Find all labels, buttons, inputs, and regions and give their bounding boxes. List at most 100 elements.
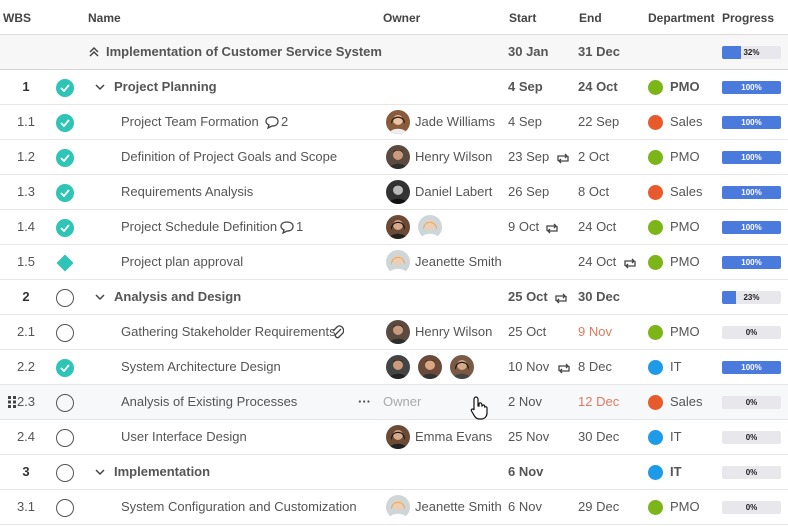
- table-row[interactable]: 2.2 System Architecture Design 10 Nov 8 …: [0, 350, 788, 385]
- status-toggle[interactable]: [56, 429, 74, 447]
- task-name[interactable]: Analysis of Existing Processes: [121, 394, 298, 409]
- status-toggle[interactable]: [56, 254, 74, 272]
- checkmark-icon[interactable]: [56, 359, 74, 377]
- table-row[interactable]: 1 Project Planning 4 Sep 24 Oct PMO 100%: [0, 70, 788, 105]
- incomplete-circle-icon[interactable]: [56, 464, 74, 482]
- dependency-icon[interactable]: [554, 292, 568, 307]
- incomplete-circle-icon[interactable]: [56, 429, 74, 447]
- owner-name[interactable]: Henry Wilson: [415, 324, 493, 339]
- dependency-icon[interactable]: [545, 222, 559, 237]
- end-date[interactable]: 9 Nov: [578, 324, 612, 339]
- start-date[interactable]: 25 Nov: [508, 429, 550, 444]
- status-toggle[interactable]: [56, 114, 74, 132]
- start-date[interactable]: 9 Oct: [508, 219, 540, 234]
- task-name[interactable]: Analysis and Design: [114, 289, 242, 304]
- table-row[interactable]: 1.3 Requirements Analysis Daniel Labert …: [0, 175, 788, 210]
- col-header-name[interactable]: Name: [88, 11, 121, 25]
- department[interactable]: Sales: [670, 394, 703, 409]
- task-name[interactable]: Project Schedule Definition: [121, 219, 278, 234]
- department[interactable]: PMO: [670, 254, 700, 269]
- table-row[interactable]: 1.2 Definition of Project Goals and Scop…: [0, 140, 788, 175]
- avatar[interactable]: [418, 355, 442, 379]
- avatar[interactable]: [386, 355, 410, 379]
- department[interactable]: PMO: [670, 149, 700, 164]
- department[interactable]: PMO: [670, 79, 700, 94]
- department[interactable]: PMO: [670, 219, 700, 234]
- collapse-all-icon[interactable]: [88, 35, 100, 72]
- col-header-wbs[interactable]: WBS: [3, 11, 31, 25]
- department[interactable]: IT: [670, 359, 682, 374]
- table-row[interactable]: 1.1 Project Team Formation 2 Jade Willia…: [0, 105, 788, 140]
- status-toggle[interactable]: [56, 79, 74, 97]
- department[interactable]: IT: [670, 429, 682, 444]
- table-row[interactable]: 3.1 System Configuration and Customizati…: [0, 490, 788, 525]
- task-name[interactable]: Project Team Formation: [121, 114, 259, 129]
- more-options-icon[interactable]: ···: [358, 394, 371, 409]
- col-header-end[interactable]: End: [579, 11, 602, 25]
- task-name[interactable]: Implementation: [114, 464, 211, 479]
- checkmark-icon[interactable]: [56, 149, 74, 167]
- task-name[interactable]: Gathering Stakeholder Requirements: [121, 324, 336, 339]
- table-row[interactable]: 1.5 Project plan approval Jeanette Smith…: [0, 245, 788, 280]
- checkmark-icon[interactable]: [56, 219, 74, 237]
- department[interactable]: Sales: [670, 114, 703, 129]
- status-toggle[interactable]: [56, 359, 74, 377]
- table-row[interactable]: 2.3 Analysis of Existing Processes ··· O…: [0, 385, 788, 420]
- avatar[interactable]: [386, 215, 410, 239]
- start-date[interactable]: 25 Oct: [508, 289, 548, 304]
- owner-name[interactable]: Emma Evans: [415, 429, 493, 444]
- checkmark-icon[interactable]: [56, 114, 74, 132]
- start-date[interactable]: 23 Sep: [508, 149, 550, 164]
- table-row[interactable]: 1.4 Project Schedule Definition 1 9 Oct …: [0, 210, 788, 245]
- start-date[interactable]: 6 Nov: [508, 464, 544, 479]
- comment-icon[interactable]: [265, 116, 279, 132]
- col-header-progress[interactable]: Progress: [722, 11, 775, 25]
- task-name[interactable]: System Architecture Design: [121, 359, 281, 374]
- col-header-start[interactable]: Start: [509, 11, 537, 25]
- owner-name[interactable]: Daniel Labert: [415, 184, 493, 199]
- task-name[interactable]: Definition of Project Goals and Scope: [121, 149, 338, 164]
- table-row[interactable]: 2.1 Gathering Stakeholder Requirements H…: [0, 315, 788, 350]
- status-toggle[interactable]: [56, 149, 74, 167]
- project-summary-row[interactable]: Implementation of Customer Service Syste…: [0, 35, 788, 70]
- start-date[interactable]: 4 Sep: [508, 114, 542, 129]
- avatar[interactable]: [386, 495, 410, 519]
- end-date[interactable]: 24 Oct: [578, 219, 617, 234]
- end-date[interactable]: 8 Oct: [578, 184, 610, 199]
- status-toggle[interactable]: [56, 184, 74, 202]
- task-name[interactable]: User Interface Design: [121, 429, 247, 444]
- avatar[interactable]: [386, 320, 410, 344]
- task-name[interactable]: Project plan approval: [121, 254, 244, 269]
- end-date[interactable]: 29 Dec: [578, 499, 620, 514]
- start-date[interactable]: 6 Nov: [508, 499, 542, 514]
- avatar[interactable]: [386, 110, 410, 134]
- chevron-down-icon[interactable]: [94, 70, 106, 107]
- milestone-icon[interactable]: [56, 254, 74, 272]
- owner-name[interactable]: Jade Williams: [415, 114, 496, 129]
- task-name[interactable]: Project Planning: [114, 79, 217, 94]
- status-toggle[interactable]: [56, 219, 74, 237]
- avatar[interactable]: [418, 215, 442, 239]
- end-date[interactable]: 24 Oct: [578, 79, 618, 94]
- department[interactable]: PMO: [670, 324, 700, 339]
- task-name[interactable]: Requirements Analysis: [121, 184, 254, 199]
- task-name[interactable]: System Configuration and Customization: [121, 499, 357, 514]
- chevron-down-icon[interactable]: [94, 455, 106, 492]
- start-date[interactable]: 4 Sep: [508, 79, 543, 94]
- col-header-owner[interactable]: Owner: [383, 11, 421, 25]
- start-date[interactable]: 10 Nov: [508, 359, 550, 374]
- dependency-icon[interactable]: [557, 362, 571, 377]
- start-date[interactable]: 26 Sep: [508, 184, 550, 199]
- avatar[interactable]: [386, 180, 410, 204]
- avatar[interactable]: [386, 425, 410, 449]
- incomplete-circle-icon[interactable]: [56, 394, 74, 412]
- department[interactable]: IT: [670, 464, 682, 479]
- start-date[interactable]: 2 Nov: [508, 394, 542, 409]
- end-date[interactable]: 30 Dec: [578, 429, 620, 444]
- paperclip-icon[interactable]: [332, 325, 345, 342]
- status-toggle[interactable]: [56, 289, 74, 307]
- start-date[interactable]: 30 Jan: [508, 44, 549, 59]
- end-date[interactable]: 24 Oct: [578, 254, 617, 269]
- owner-name[interactable]: Jeanette Smith: [415, 499, 502, 514]
- department[interactable]: Sales: [670, 184, 703, 199]
